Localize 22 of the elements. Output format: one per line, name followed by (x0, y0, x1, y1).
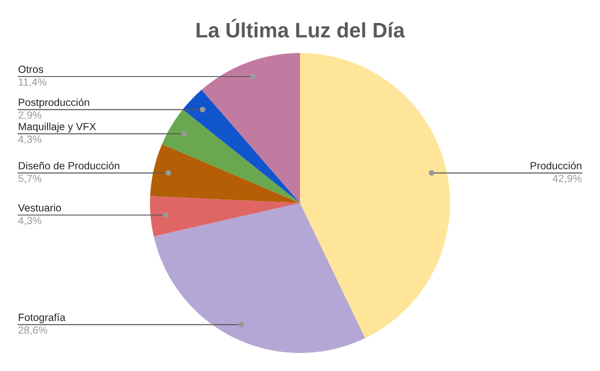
slice-label: Vestuario (18, 204, 61, 212)
data-label: 11,4% (18, 78, 46, 87)
data-label: 2,9% (18, 111, 42, 120)
pie-slice (150, 196, 300, 236)
pie-slice (182, 90, 300, 203)
data-label: 42,9% (552, 174, 582, 184)
data-label: 5,7% (18, 174, 42, 184)
slice-label: Maquillaje y VFX (18, 122, 96, 132)
slice-label: Fotografía (18, 313, 66, 324)
data-label: 4,3% (18, 216, 42, 226)
pie-slice (162, 109, 300, 203)
slice-label: Postproducción (18, 98, 90, 108)
pie-slice (202, 53, 300, 203)
pie-slice (150, 144, 300, 203)
slice-label: Diseño de Producción (18, 162, 120, 170)
data-label: 28,6% (18, 326, 48, 336)
slice-label: Otros (18, 66, 44, 73)
pie-slice (154, 203, 366, 353)
pie-slice (300, 53, 450, 338)
data-label: 4,3% (18, 136, 42, 144)
chart-title: La Última Luz del Día (196, 18, 405, 38)
slice-label: Producción (530, 162, 582, 170)
